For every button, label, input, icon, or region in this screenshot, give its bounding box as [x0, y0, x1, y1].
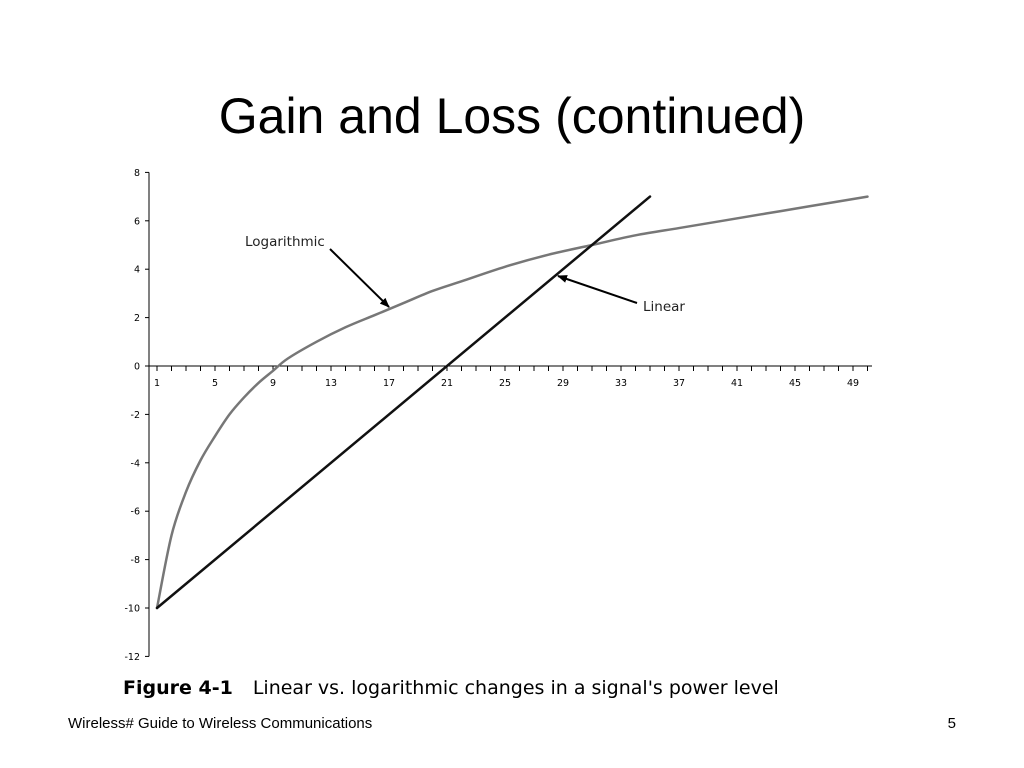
x-tick-label: 9	[270, 378, 276, 389]
y-tick-label: 0	[134, 362, 140, 373]
x-tick-label: 29	[557, 378, 569, 389]
x-tick-label: 45	[789, 378, 801, 389]
annotation-logarithmic-label: Logarithmic	[245, 234, 325, 250]
slide-title: Gain and Loss (continued)	[218, 88, 806, 144]
x-tick-label: 33	[615, 378, 627, 389]
series-lines	[155, 195, 869, 610]
footer-course-title: Wireless# Guide to Wireless Communicatio…	[68, 715, 373, 732]
series-linear-line	[155, 195, 652, 610]
y-tick-label: 8	[134, 168, 140, 179]
annotation-linear-label: Linear	[643, 299, 685, 315]
figure-caption-text: Linear vs. logarithmic changes in a sign…	[252, 677, 779, 699]
figure-label: Figure 4-1	[123, 677, 233, 699]
x-tick-label: 21	[441, 378, 453, 389]
x-tick-label: 49	[847, 378, 859, 389]
y-tick-label: -2	[131, 410, 140, 421]
y-tick-label: 6	[134, 216, 140, 227]
y-tick-label: -4	[131, 458, 140, 469]
series-logarithmic-line	[155, 195, 869, 610]
y-tick-label: 4	[134, 265, 140, 276]
x-tick-label: 5	[212, 378, 218, 389]
footer-page-number: 5	[947, 715, 956, 732]
annotation-logarithmic-arrow	[329, 248, 390, 308]
x-tick-label: 25	[499, 378, 511, 389]
y-tick-label: -12	[124, 652, 140, 663]
y-tick-label: -8	[131, 555, 140, 566]
y-tick-label: 2	[134, 313, 140, 324]
annotation-linear-arrow	[557, 275, 638, 304]
axes: 8 6 4 2 0 -2 -4 -6 -8 -10 -12 1 5 9 13 17 21 25 29 33 37 41 45…	[124, 168, 872, 663]
x-tick-label: 37	[673, 378, 685, 389]
y-tick-label: -10	[124, 604, 140, 615]
x-tick-label: 17	[383, 378, 395, 389]
x-tick-label: 41	[731, 378, 743, 389]
y-tick-label: -6	[131, 507, 140, 518]
annotations: Logarithmic Linear	[245, 234, 685, 315]
x-tick-label: 13	[325, 378, 337, 389]
figure-caption: Figure 4-1 Linear vs. logarithmic changes…	[123, 677, 779, 699]
x-tick-label: 1	[154, 378, 160, 389]
